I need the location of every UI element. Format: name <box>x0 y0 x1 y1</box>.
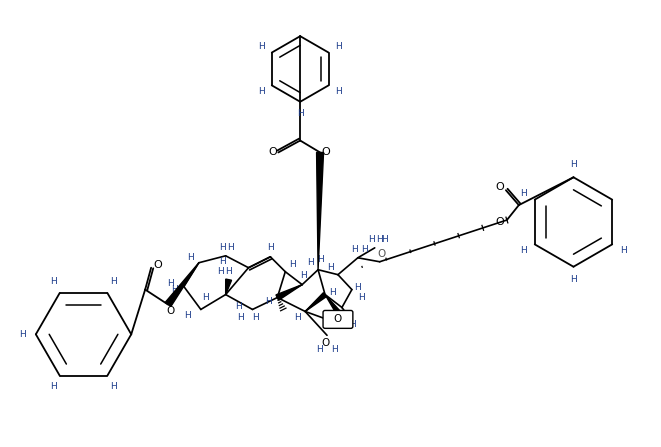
Text: H: H <box>225 267 232 276</box>
Text: H: H <box>317 255 323 264</box>
Text: H: H <box>342 313 349 322</box>
Text: H: H <box>217 267 224 276</box>
Text: H: H <box>50 277 57 287</box>
Polygon shape <box>276 285 302 300</box>
Text: H: H <box>297 109 303 118</box>
Text: H: H <box>168 279 175 288</box>
Text: O: O <box>268 148 277 157</box>
Text: O: O <box>321 338 329 348</box>
Text: H: H <box>219 257 226 266</box>
Text: H: H <box>267 243 274 253</box>
Text: H: H <box>219 243 226 253</box>
Text: H: H <box>352 245 358 254</box>
Text: H: H <box>362 245 368 254</box>
Polygon shape <box>225 279 231 295</box>
Text: H: H <box>570 275 577 284</box>
Text: H: H <box>520 189 527 198</box>
Text: H: H <box>265 297 272 306</box>
Text: H: H <box>346 320 353 329</box>
Text: H: H <box>358 293 365 302</box>
Polygon shape <box>305 293 327 312</box>
Text: O: O <box>334 314 342 325</box>
Text: H: H <box>235 302 242 311</box>
Text: H: H <box>376 236 383 245</box>
Text: H: H <box>294 313 301 322</box>
Text: H: H <box>350 320 356 329</box>
Text: H: H <box>381 236 388 245</box>
Text: H: H <box>20 330 26 339</box>
Text: O: O <box>496 217 504 227</box>
Text: H: H <box>368 236 375 245</box>
Text: H: H <box>237 313 244 322</box>
Text: H: H <box>316 345 323 354</box>
Text: H: H <box>110 277 117 287</box>
Text: O: O <box>166 307 174 316</box>
Text: O: O <box>496 182 504 192</box>
Text: H: H <box>227 243 234 253</box>
Text: H: H <box>258 87 265 96</box>
Text: H: H <box>110 382 117 391</box>
Text: H: H <box>307 258 313 267</box>
Text: H: H <box>289 260 295 269</box>
Text: H: H <box>570 160 577 169</box>
Polygon shape <box>317 152 323 270</box>
Text: O: O <box>154 260 163 270</box>
Text: H: H <box>330 288 336 297</box>
Polygon shape <box>325 295 344 319</box>
Text: H: H <box>620 246 627 255</box>
Text: H: H <box>336 87 342 96</box>
Text: H: H <box>354 283 361 292</box>
Text: H: H <box>188 253 194 262</box>
Text: H: H <box>334 321 341 330</box>
Text: H: H <box>332 345 338 354</box>
FancyBboxPatch shape <box>323 311 353 329</box>
Text: O: O <box>322 148 330 157</box>
Text: H: H <box>50 382 57 391</box>
Text: H: H <box>336 42 342 51</box>
Text: H: H <box>184 311 191 320</box>
Text: H: H <box>300 271 307 280</box>
Text: H: H <box>258 42 265 51</box>
Text: H: H <box>252 313 259 322</box>
Text: O: O <box>377 249 386 259</box>
Text: H: H <box>327 263 333 272</box>
Text: H: H <box>520 246 527 255</box>
Text: H: H <box>172 285 178 294</box>
Polygon shape <box>165 263 199 307</box>
Text: H: H <box>202 293 209 302</box>
